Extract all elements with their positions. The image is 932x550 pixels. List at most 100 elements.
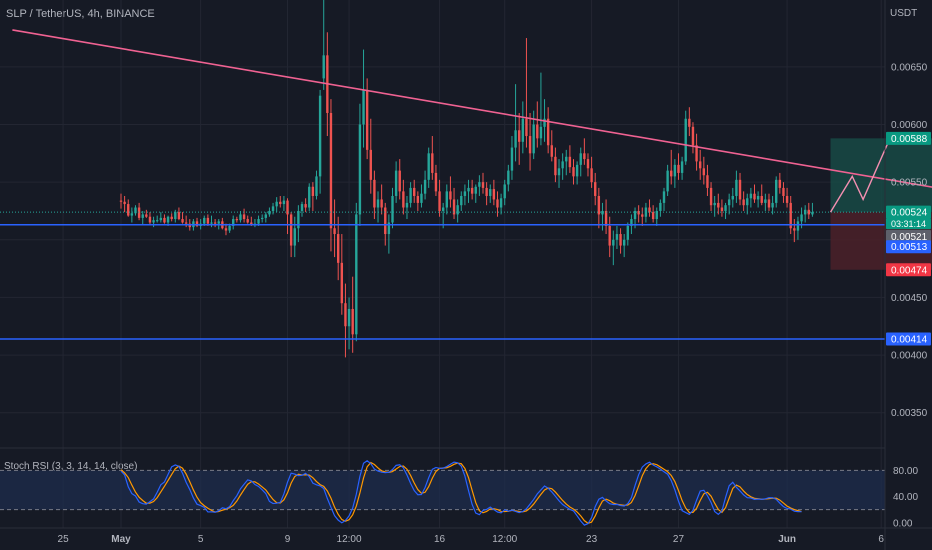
candle-body bbox=[275, 201, 278, 207]
candle-body bbox=[340, 262, 344, 304]
candle-body bbox=[228, 225, 231, 231]
stoch-rsi-pane bbox=[0, 447, 885, 526]
candle-body bbox=[543, 118, 546, 127]
candle-body bbox=[655, 210, 658, 220]
price-label-box bbox=[886, 218, 931, 230]
x-tick-label: May bbox=[111, 534, 131, 545]
candle-body bbox=[521, 118, 525, 142]
candle-body bbox=[264, 214, 267, 218]
candle-body bbox=[141, 214, 144, 218]
y-tick-label: 0.00400 bbox=[891, 351, 928, 362]
candle-body bbox=[702, 168, 706, 176]
candle-body bbox=[300, 204, 304, 211]
y-tick-label: 0.00450 bbox=[891, 293, 928, 304]
indicator-label: Stoch RSI (3, 3, 14, 14, close) bbox=[4, 461, 138, 472]
y-tick-label: 0.00350 bbox=[891, 408, 928, 419]
candle-body bbox=[344, 303, 347, 327]
x-tick-label: Jun bbox=[778, 534, 796, 545]
price-label-box bbox=[886, 205, 931, 219]
candle-body bbox=[170, 216, 173, 220]
candle-body bbox=[622, 239, 626, 246]
candle-body bbox=[279, 201, 282, 205]
candle-body bbox=[391, 195, 394, 223]
candle-body bbox=[706, 175, 709, 188]
candle-body bbox=[727, 199, 731, 206]
position-zones bbox=[830, 138, 932, 270]
candle-body bbox=[384, 207, 387, 235]
candle-body bbox=[633, 210, 637, 220]
candle-body bbox=[775, 179, 778, 203]
price-label-box bbox=[886, 131, 931, 145]
candle-body bbox=[239, 214, 242, 221]
candle-body bbox=[789, 202, 792, 229]
candle-body bbox=[184, 222, 188, 224]
candle-body bbox=[181, 219, 184, 223]
stoch-band bbox=[0, 470, 885, 510]
candle-body bbox=[250, 222, 253, 225]
candle-body bbox=[684, 118, 687, 162]
candle-body bbox=[793, 228, 796, 231]
candle-body bbox=[709, 187, 713, 206]
candle-body bbox=[528, 136, 532, 154]
candle-body bbox=[731, 195, 734, 200]
candle-body bbox=[670, 170, 673, 177]
candle-body bbox=[474, 186, 477, 194]
candle-body bbox=[575, 164, 579, 177]
candle-body bbox=[713, 202, 716, 206]
candle-body bbox=[630, 219, 633, 226]
candle-body bbox=[376, 199, 380, 208]
candle-body bbox=[351, 308, 354, 335]
candle-body bbox=[760, 195, 763, 203]
candle-body bbox=[518, 130, 521, 142]
candle-body bbox=[720, 207, 724, 211]
candle-body bbox=[380, 199, 383, 208]
y-tick-label: 0.00650 bbox=[891, 62, 928, 73]
candle-body bbox=[119, 200, 123, 202]
candles bbox=[119, 0, 814, 358]
candle-body bbox=[318, 95, 322, 177]
candle-body bbox=[156, 220, 159, 222]
candle-body bbox=[431, 153, 434, 173]
price-label: 03:31:14 bbox=[891, 219, 926, 229]
candle-body bbox=[532, 124, 535, 154]
candle-body bbox=[438, 191, 441, 211]
x-tick-label: 16 bbox=[434, 534, 446, 545]
candle-body bbox=[604, 210, 608, 226]
candle-body bbox=[641, 214, 644, 217]
candle-body bbox=[213, 222, 217, 224]
overlay-lines bbox=[0, 29, 932, 340]
trend-line bbox=[12, 29, 932, 188]
x-tick-label: 27 bbox=[673, 534, 685, 545]
candle-body bbox=[735, 179, 738, 196]
candle-body bbox=[742, 199, 745, 206]
candle-body bbox=[224, 228, 228, 231]
candle-body bbox=[738, 179, 742, 200]
candle-body bbox=[297, 210, 300, 229]
candle-body bbox=[257, 219, 260, 224]
candle-body bbox=[811, 212, 814, 215]
candle-body bbox=[785, 195, 789, 203]
candle-body bbox=[217, 221, 220, 224]
candle-body bbox=[583, 153, 586, 160]
candle-body bbox=[137, 207, 141, 218]
candle-body bbox=[753, 193, 756, 200]
candle-body bbox=[333, 228, 336, 235]
candle-body bbox=[673, 164, 677, 177]
candle-body bbox=[546, 118, 550, 146]
candle-body bbox=[492, 189, 496, 200]
candle-body bbox=[174, 212, 177, 220]
candle-body bbox=[365, 89, 369, 150]
candle-body bbox=[594, 182, 597, 196]
candle-body bbox=[470, 187, 474, 194]
candle-body bbox=[268, 210, 271, 215]
candle-body bbox=[619, 234, 622, 246]
candle-body bbox=[699, 161, 702, 169]
candle-body bbox=[452, 199, 456, 215]
candle-body bbox=[746, 198, 749, 206]
stoch-tick-label: 80.00 bbox=[893, 466, 918, 477]
price-label-box bbox=[886, 229, 931, 243]
candle-body bbox=[449, 191, 452, 200]
candle-body bbox=[782, 187, 785, 196]
